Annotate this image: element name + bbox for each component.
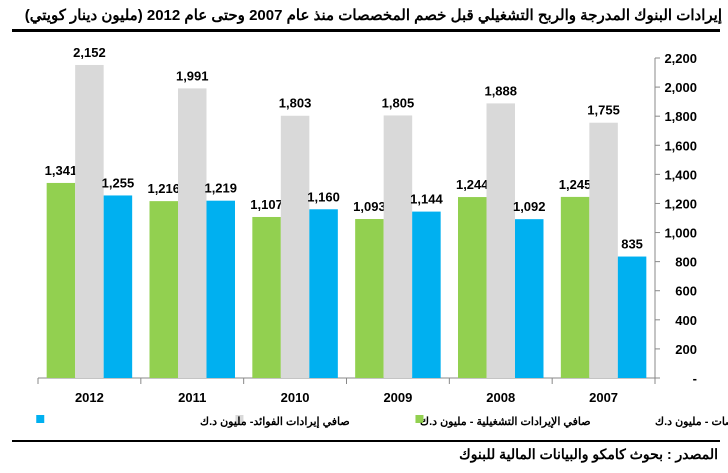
data-label: 1,107 <box>250 197 283 212</box>
data-label: 1,991 <box>176 68 209 83</box>
data-label: 835 <box>621 237 643 252</box>
chart-title: إيرادات البنوك المدرجة والربح التشغيلي ق… <box>24 7 722 24</box>
bar <box>206 200 235 378</box>
x-tick-label: 2007 <box>589 390 618 405</box>
data-label: 1,244 <box>456 177 489 192</box>
x-tick-label: 2010 <box>281 390 310 405</box>
bar <box>412 211 441 378</box>
bar <box>617 256 647 378</box>
data-label: 1,092 <box>513 199 546 214</box>
y-tick-label: 1,200 <box>664 196 697 211</box>
title-divider <box>12 29 720 32</box>
data-label: 1,888 <box>484 83 517 98</box>
bar <box>355 219 384 378</box>
data-label: 1,805 <box>382 95 415 110</box>
data-label: 2,152 <box>73 45 106 60</box>
bar <box>280 115 310 378</box>
bar <box>458 197 487 378</box>
bar <box>178 88 207 379</box>
y-tick-label: 200 <box>675 342 697 357</box>
y-tick-label: 1,800 <box>664 109 697 124</box>
y-tick-label: 2,000 <box>664 80 697 95</box>
x-tick-label: 2012 <box>75 390 104 405</box>
y-tick-label: 800 <box>675 255 697 270</box>
y-tick-label: 600 <box>675 284 697 299</box>
bar <box>75 64 104 379</box>
bar <box>252 216 281 378</box>
legend-swatch <box>235 415 244 423</box>
data-label: 1,803 <box>279 96 312 111</box>
legend-swatch <box>36 415 45 423</box>
data-label: 1,341 <box>45 163 78 178</box>
bar <box>149 201 178 378</box>
data-label: 1,216 <box>147 181 180 196</box>
data-label: 1,755 <box>587 103 620 118</box>
bar <box>589 122 618 379</box>
y-tick-label: 400 <box>675 313 697 328</box>
y-tick-label: 2,200 <box>664 51 697 66</box>
source-note: المصدر : بحوث كامكو والبيانات المالية لل… <box>459 446 718 462</box>
x-tick-label: 2011 <box>178 390 206 405</box>
data-label: 1,093 <box>353 199 386 214</box>
data-label: 1,245 <box>559 177 592 192</box>
y-tick-label: - <box>693 371 697 386</box>
legend-label: صافي الإيرادات التشغيلية - مليون د.ك <box>420 416 591 429</box>
bar <box>486 103 515 378</box>
y-tick-label: 1,000 <box>664 226 697 241</box>
source-divider <box>12 440 720 442</box>
data-label: 1,144 <box>410 192 443 207</box>
legend-label: صافي إيرادات الفوائد- مليون د.ك <box>200 416 350 429</box>
legend-label: الربح التشغيلي قبل خصم المخصصات - مليون … <box>655 416 728 429</box>
bar <box>560 196 590 378</box>
bar <box>383 115 413 379</box>
bar <box>103 195 133 378</box>
data-label: 1,160 <box>307 189 340 204</box>
bar <box>309 209 338 378</box>
x-tick-label: 2008 <box>486 390 515 405</box>
y-tick-label: 1,400 <box>664 167 697 182</box>
bar <box>515 219 544 378</box>
y-tick-label: 1,600 <box>664 138 697 153</box>
bar <box>46 182 76 378</box>
x-tick-label: 2009 <box>383 390 412 405</box>
data-label: 1,219 <box>204 181 237 196</box>
data-label: 1,255 <box>102 175 135 190</box>
legend-swatch <box>415 415 424 423</box>
